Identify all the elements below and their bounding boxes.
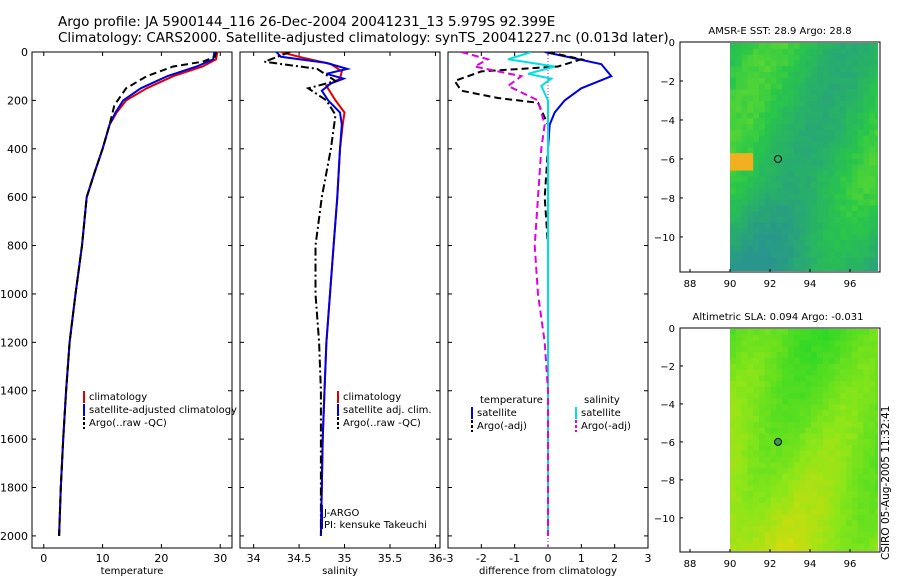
difference-xtick-label: 3: [645, 552, 652, 565]
sla-map-field: [730, 329, 878, 551]
difference-legend-label: satellite: [477, 408, 517, 419]
temperature-ytick-label: 200: [7, 94, 28, 107]
sst-map-xtick-label: 90: [724, 279, 737, 290]
salinity-legend-label: satellite adj. clim.: [343, 405, 432, 416]
salinity-xtick-label: 35.5: [378, 552, 403, 565]
sst-map-xtick-label: 96: [844, 279, 857, 290]
temperature-xtick-label: 30: [213, 552, 227, 565]
sla-map-ytick-label: −6: [660, 438, 675, 449]
sst-map-ytick-label: −8: [660, 194, 675, 205]
sla-map-border: [679, 327, 881, 553]
sla-map-xtick-label: 94: [804, 559, 817, 570]
sst-map-ytick-label: −10: [654, 233, 675, 244]
sst-map-ytick-label: −2: [660, 77, 675, 88]
difference-xtick-label: 1: [578, 552, 585, 565]
sst-map-ytick-label: 0: [669, 38, 675, 49]
climatology-title: Climatology: CARS2000. Satellite-adjuste…: [58, 30, 669, 46]
salinity-series-2: [264, 52, 338, 536]
salinity-annotation: J-ARGO: [323, 508, 360, 519]
salinity-legend-label: climatology: [343, 392, 401, 403]
difference-xtick-label: 2: [611, 552, 618, 565]
temperature-legend-label: Argo(..raw -QC): [89, 418, 167, 429]
difference-series-3: [461, 52, 549, 536]
temperature-ytick-label: 600: [7, 191, 28, 204]
sst-map-xtick-label: 92: [764, 279, 777, 290]
difference-legend-label: temperature: [480, 395, 543, 406]
credit-label: CSIRO 05-Aug-2005 11:32:41: [880, 405, 892, 560]
sla-map-ytick-label: −2: [660, 362, 675, 373]
difference-xtick-label: -2: [476, 552, 487, 565]
temperature-xtick-label: 20: [154, 552, 168, 565]
salinity-xtick-label: 34.5: [287, 552, 312, 565]
sst-map-title: AMSR-E SST: 28.9 Argo: 28.8: [708, 26, 851, 37]
sla-map-title: Altimetric SLA: 0.094 Argo: -0.031: [693, 312, 864, 323]
profile-title: Argo profile: JA 5900144_116 26-Dec-2004…: [58, 14, 556, 30]
sla-map-argo-marker: [774, 437, 782, 446]
difference-xtick-label: -3: [443, 552, 454, 565]
sla-map-xtick-label: 92: [764, 559, 777, 570]
sla-map-ytick-label: −8: [660, 476, 675, 487]
difference-legend-label: Argo(-adj): [477, 421, 527, 432]
salinity-legend-label: Argo(..raw -QC): [343, 418, 421, 429]
difference-xtick-label: 0: [545, 552, 552, 565]
temperature-xlabel: temperature: [101, 566, 164, 577]
temperature-ytick-label: 1200: [0, 336, 28, 349]
temperature-ytick-label: 1000: [0, 288, 28, 301]
sst-map-field: [730, 43, 878, 271]
salinity-annotation: PI: kensuke Takeuchi: [324, 520, 427, 531]
sla-map-xtick-label: 88: [684, 559, 697, 570]
salinity-xlabel: salinity: [322, 566, 358, 577]
sla-map-xtick-label: 96: [844, 559, 857, 570]
sst-map-ytick-label: −6: [660, 155, 675, 166]
temperature-ytick-label: 1600: [0, 433, 28, 446]
sst-map-xtick-label: 94: [804, 279, 817, 290]
salinity-xtick-label: 34: [247, 552, 261, 565]
temperature-series-2: [58, 52, 218, 536]
temperature-legend-label: satellite-adjusted climatology: [89, 405, 237, 416]
temperature-xtick-label: 0: [40, 552, 47, 565]
temperature-ytick-label: 800: [7, 240, 28, 253]
temperature-ytick-label: 400: [7, 143, 28, 156]
sla-map-ytick-label: −10: [654, 514, 675, 525]
difference-xtick-label: -1: [509, 552, 520, 565]
temperature-frame: [31, 51, 233, 549]
difference-legend-label: Argo(-adj): [581, 421, 631, 432]
temperature-ytick-label: 1800: [0, 482, 28, 495]
temperature-legend-label: climatology: [89, 392, 147, 403]
salinity-xtick-label: 35: [338, 552, 352, 565]
sla-map-xtick-label: 90: [724, 559, 737, 570]
sla-map-ytick-label: 0: [669, 324, 675, 335]
temperature-ytick-label: 0: [21, 46, 28, 59]
sst-map-argo-marker: [774, 154, 782, 163]
temperature-ytick-label: 2000: [0, 530, 28, 543]
sst-map-border: [679, 41, 881, 273]
sla-map-ytick-label: −4: [660, 400, 675, 411]
salinity-series-1: [275, 52, 352, 536]
difference-xlabel: difference from climatology: [479, 566, 617, 577]
temperature-xtick-label: 10: [96, 552, 110, 565]
salinity-frame: [239, 51, 441, 549]
sst-map-ytick-label: −4: [660, 116, 675, 127]
salinity-xtick-label: 36: [428, 552, 442, 565]
temperature-ytick-label: 1400: [0, 385, 28, 398]
difference-legend-label: satellite: [581, 408, 621, 419]
difference-legend-label: salinity: [584, 395, 620, 406]
sst-map-xtick-label: 88: [684, 279, 697, 290]
